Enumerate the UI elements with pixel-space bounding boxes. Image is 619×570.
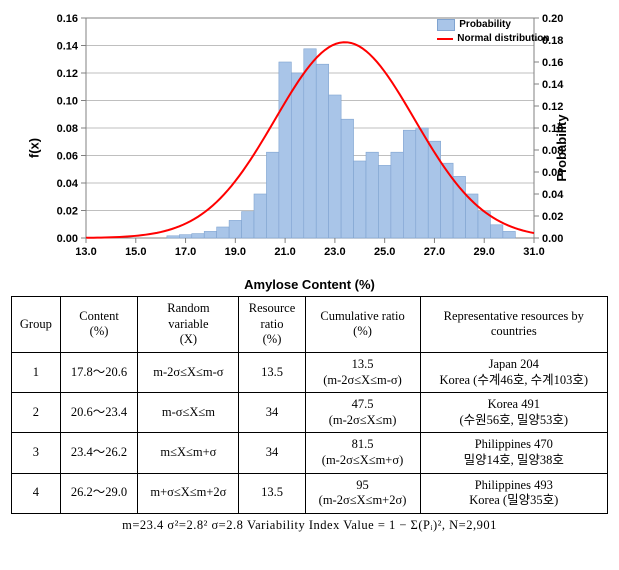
svg-text:17.0: 17.0 <box>174 246 195 258</box>
table-cell: Philippines 493Korea (밀양35호) <box>420 473 607 513</box>
table-row: 323.4～26.2m≤X≤m+σ3481.5(m-2σ≤X≤m+σ)Phili… <box>12 433 608 473</box>
table-body: 117.8～20.6m-2σ≤X≤m-σ13.513.5(m-2σ≤X≤m-σ)… <box>12 352 608 513</box>
legend-swatch-bar <box>437 19 455 31</box>
table-cell: 81.5(m-2σ≤X≤m+σ) <box>305 433 420 473</box>
svg-text:0.14: 0.14 <box>542 79 564 91</box>
table-cell: 3 <box>12 433 61 473</box>
svg-text:19.0: 19.0 <box>224 246 245 258</box>
chart-svg: 13.0 15.0 17.0 19.0 21.0 23.0 25.0 27.0 29.0 31.0… <box>30 8 590 288</box>
svg-text:0.02: 0.02 <box>542 211 563 223</box>
table-cell: 13.5(m-2σ≤X≤m-σ) <box>305 352 420 392</box>
table-cell: 4 <box>12 473 61 513</box>
table-cell: 34 <box>239 393 305 433</box>
svg-text:15.0: 15.0 <box>125 246 146 258</box>
table-header-cell: Cumulative ratio(%) <box>305 297 420 353</box>
table-header-cell: Randomvariable(X) <box>138 297 239 353</box>
svg-text:0.06: 0.06 <box>56 151 77 163</box>
table-cell: Korea 491(수원56호, 밀양53호) <box>420 393 607 433</box>
chart: 13.0 15.0 17.0 19.0 21.0 23.0 25.0 27.0 29.0 31.0… <box>30 8 590 288</box>
table-header-cell: Representative resources bycountries <box>420 297 607 353</box>
svg-text:0.02: 0.02 <box>56 206 77 218</box>
data-table: GroupContent(%)Randomvariable(X)Resource… <box>11 296 608 514</box>
svg-text:0.12: 0.12 <box>542 101 563 113</box>
svg-text:0.00: 0.00 <box>542 233 563 245</box>
y-right-label: Probability <box>554 114 569 181</box>
svg-text:0.08: 0.08 <box>56 123 77 135</box>
svg-text:21.0: 21.0 <box>274 246 295 258</box>
table-cell: 20.6～23.4 <box>60 393 138 433</box>
table-row: 426.2～29.0m+σ≤X≤m+2σ13.595(m-2σ≤X≤m+2σ)P… <box>12 473 608 513</box>
y-left-label: f(x) <box>26 138 41 158</box>
table-row: 220.6～23.4m-σ≤X≤m3447.5(m-2σ≤X≤m)Korea 4… <box>12 393 608 433</box>
table-header-cell: Group <box>12 297 61 353</box>
table-cell: 26.2～29.0 <box>60 473 138 513</box>
legend-label-line: Normal distribution <box>457 32 549 46</box>
table-cell: 47.5(m-2σ≤X≤m) <box>305 393 420 433</box>
svg-text:0.16: 0.16 <box>542 57 563 69</box>
table-cell: 95(m-2σ≤X≤m+2σ) <box>305 473 420 513</box>
legend-item-line: Normal distribution <box>437 32 549 46</box>
svg-text:29.0: 29.0 <box>473 246 494 258</box>
legend-item-bar: Probability <box>437 18 549 32</box>
legend-swatch-line <box>437 38 453 40</box>
table-cell: m+σ≤X≤m+2σ <box>138 473 239 513</box>
svg-text:31.0: 31.0 <box>523 246 544 258</box>
table-cell: m-σ≤X≤m <box>138 393 239 433</box>
x-label: Amylose Content (%) <box>30 277 590 292</box>
svg-text:25.0: 25.0 <box>373 246 394 258</box>
table-header-cell: Resourceratio(%) <box>239 297 305 353</box>
table-cell: 23.4～26.2 <box>60 433 138 473</box>
table-header-row: GroupContent(%)Randomvariable(X)Resource… <box>12 297 608 353</box>
table-row: 117.8～20.6m-2σ≤X≤m-σ13.513.5(m-2σ≤X≤m-σ)… <box>12 352 608 392</box>
table-cell: 34 <box>239 433 305 473</box>
table-cell: 1 <box>12 352 61 392</box>
table-cell: m-2σ≤X≤m-σ <box>138 352 239 392</box>
table-header-cell: Content(%) <box>60 297 138 353</box>
svg-text:23.0: 23.0 <box>324 246 345 258</box>
table-cell: 13.5 <box>239 473 305 513</box>
legend: Probability Normal distribution <box>437 18 549 46</box>
svg-text:0.00: 0.00 <box>56 233 77 245</box>
table-cell: 13.5 <box>239 352 305 392</box>
svg-text:0.14: 0.14 <box>56 41 78 53</box>
legend-label-bar: Probability <box>459 18 511 32</box>
svg-text:0.16: 0.16 <box>56 13 77 25</box>
table-cell: m≤X≤m+σ <box>138 433 239 473</box>
table-cell: Philippines 470밀양14호, 밀양38호 <box>420 433 607 473</box>
svg-text:13.0: 13.0 <box>75 246 96 258</box>
table-cell: 17.8～20.6 <box>60 352 138 392</box>
svg-text:27.0: 27.0 <box>423 246 444 258</box>
svg-text:0.04: 0.04 <box>542 189 564 201</box>
formula: m=23.4 σ²=2.8² σ=2.8 Variability Index V… <box>8 518 611 533</box>
table-cell: 2 <box>12 393 61 433</box>
svg-text:0.04: 0.04 <box>56 178 78 190</box>
table-cell: Japan 204Korea (수계46호, 수계103호) <box>420 352 607 392</box>
svg-text:0.10: 0.10 <box>56 96 77 108</box>
svg-text:0.12: 0.12 <box>56 68 77 80</box>
